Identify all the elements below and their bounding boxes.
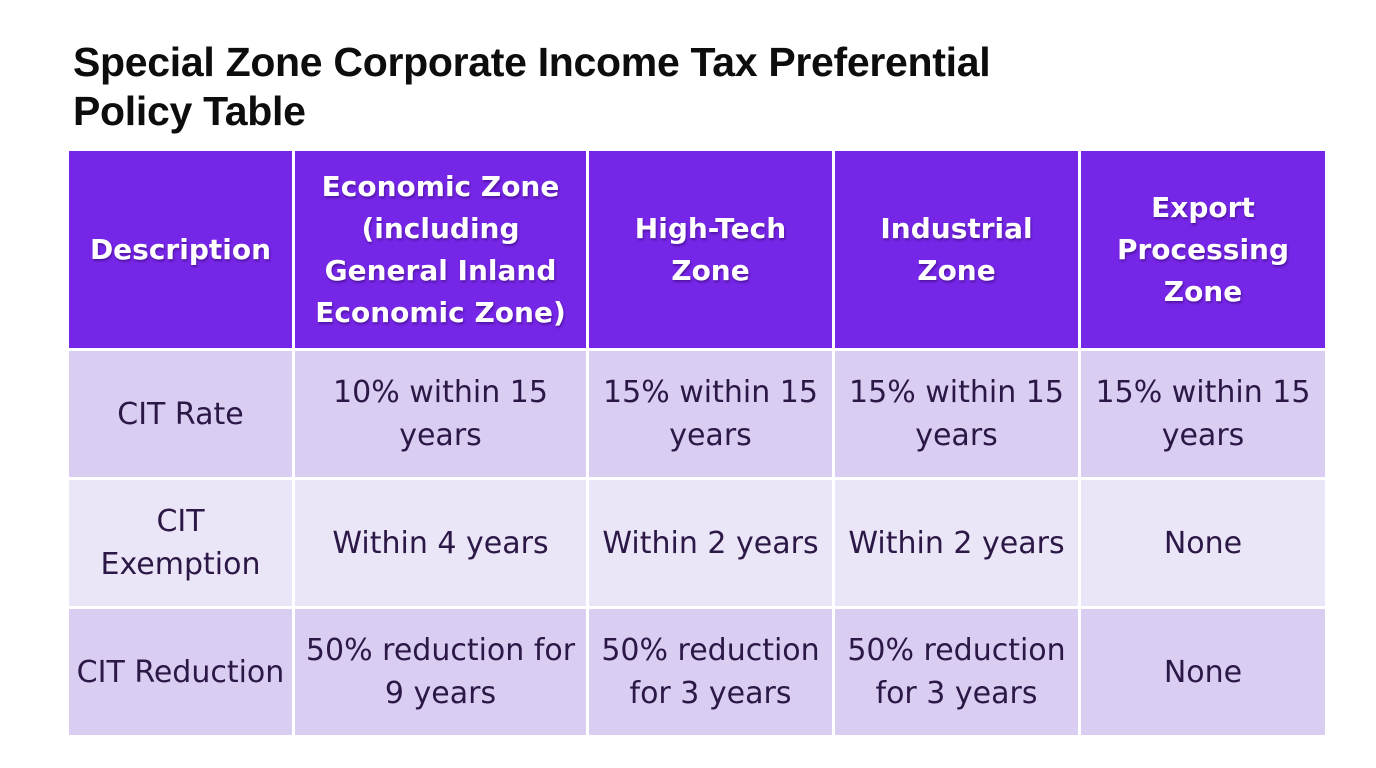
table-cell: 10% within 15 years [295,351,586,477]
header-row: Description Economic Zone (including Gene… [69,151,1325,348]
page-title: Special Zone Corporate Income Tax Prefer… [73,39,991,134]
table-cell: 50% reduction for 9 years [295,609,586,735]
column-header: Export Processing Zone [1081,151,1325,348]
table-cell: Within 2 years [835,480,1078,606]
policy-table: Description Economic Zone (including Gene… [66,148,1328,738]
row-label: CIT Rate [69,351,292,477]
row-label: CIT Reduction [69,609,292,735]
table-row: CIT Reduction 50% reduction for 9 years 50… [69,609,1325,735]
column-header: Description [69,151,292,348]
table-cell: None [1081,609,1325,735]
column-header: High-Tech Zone [589,151,832,348]
table-row: CIT Rate 10% within 15 years 15% within 15… [69,351,1325,477]
table-cell: 15% within 15 years [1081,351,1325,477]
row-label: CIT Exemption [69,480,292,606]
table-cell: 50% reduction for 3 years [589,609,832,735]
table-cell: None [1081,480,1325,606]
column-header: Economic Zone (including General Inland … [295,151,586,348]
table-row: CIT Exemption Within 4 years Within 2 year… [69,480,1325,606]
table-cell: Within 4 years [295,480,586,606]
table-cell: 15% within 15 years [589,351,832,477]
table-cell: 50% reduction for 3 years [835,609,1078,735]
table-cell: 15% within 15 years [835,351,1078,477]
column-header: Industrial Zone [835,151,1078,348]
table-cell: Within 2 years [589,480,832,606]
